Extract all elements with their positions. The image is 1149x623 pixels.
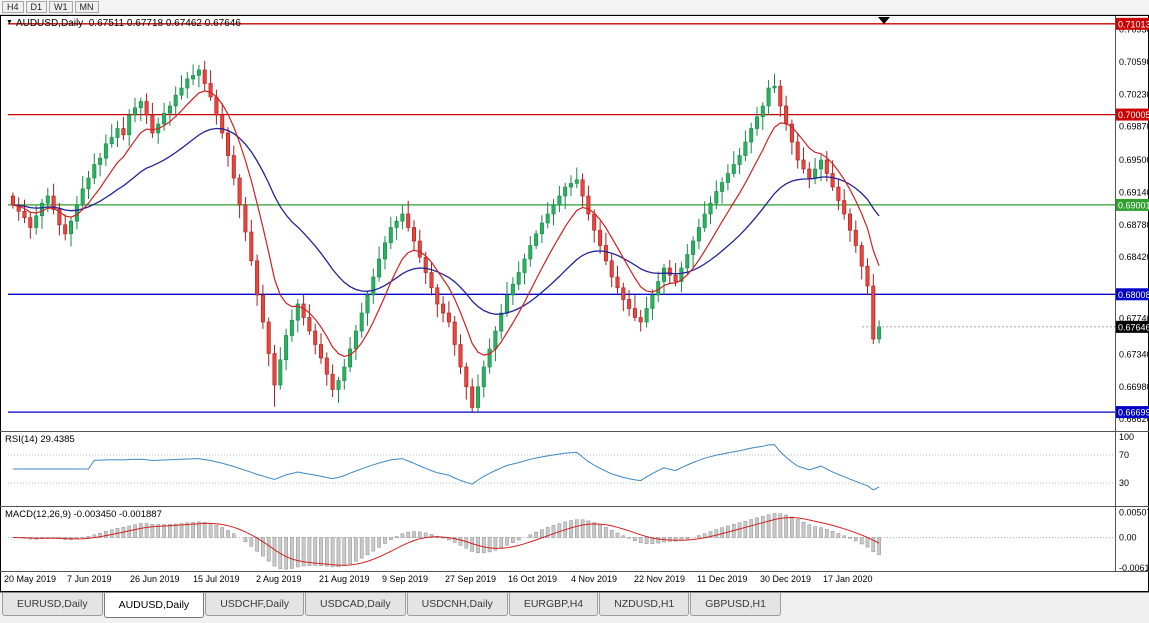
chart-shift-marker-icon[interactable] xyxy=(878,17,890,24)
svg-text:0.70590: 0.70590 xyxy=(1119,57,1149,67)
rsi-indicator-label: RSI(14) 29.4385 xyxy=(5,434,75,445)
tab-usdcad-daily[interactable]: USDCAD,Daily xyxy=(305,593,406,616)
rsi-line xyxy=(12,444,880,491)
svg-text:30: 30 xyxy=(1119,478,1129,488)
svg-text:7 Jun 2019: 7 Jun 2019 xyxy=(67,574,112,584)
svg-text:0.70005: 0.70005 xyxy=(1118,110,1149,120)
candles-group xyxy=(10,60,882,413)
chart-canvas[interactable]: 0.709500.705900.702300.698700.695000.691… xyxy=(0,15,1149,592)
svg-text:0.70230: 0.70230 xyxy=(1119,89,1149,99)
level-line-0.69001[interactable]: 0.69001 xyxy=(8,198,1149,211)
timeframe-toolbar: H4 D1 W1 MN xyxy=(0,0,1149,15)
symbol-tab-bar: EURUSD,Daily AUDUSD,Daily USDCHF,Daily U… xyxy=(0,592,1149,623)
symbol-name: AUDUSD,Daily xyxy=(15,18,84,29)
svg-text:15 Jul 2019: 15 Jul 2019 xyxy=(193,574,240,584)
rsi-pane: 100 70 30 xyxy=(8,432,1134,491)
svg-text:22 Nov 2019: 22 Nov 2019 xyxy=(634,574,685,584)
svg-text:0.66980: 0.66980 xyxy=(1119,382,1149,392)
chart-symbol-label: ▼ AUDUSD,Daily 0.67511 0.67718 0.67462 0.… xyxy=(6,18,241,29)
timeframe-mn-button[interactable]: MN xyxy=(74,1,99,13)
svg-text:0.68008: 0.68008 xyxy=(1118,290,1149,300)
svg-text:0.69500: 0.69500 xyxy=(1119,155,1149,165)
svg-text:9 Sep 2019: 9 Sep 2019 xyxy=(382,574,428,584)
svg-text:0.67646: 0.67646 xyxy=(1118,322,1149,332)
svg-text:0.005076: 0.005076 xyxy=(1119,508,1149,518)
svg-text:30 Dec 2019: 30 Dec 2019 xyxy=(760,574,811,584)
svg-text:0.69870: 0.69870 xyxy=(1119,122,1149,132)
svg-text:0.66699: 0.66699 xyxy=(1118,408,1149,418)
current-price-marker: 0.67646 xyxy=(862,320,1149,333)
svg-text:0.00: 0.00 xyxy=(1119,533,1137,543)
svg-text:16 Oct 2019: 16 Oct 2019 xyxy=(508,574,557,584)
level-line-0.66699[interactable]: 0.66699 xyxy=(8,406,1149,419)
ma-slow-line[interactable] xyxy=(12,127,880,315)
level-line-0.71013[interactable]: 0.71013 xyxy=(8,17,1149,30)
timeframe-w1-button[interactable]: W1 xyxy=(49,1,73,13)
ma-fast-line[interactable] xyxy=(12,90,880,358)
svg-text:11 Dec 2019: 11 Dec 2019 xyxy=(697,574,747,584)
svg-text:20 May 2019: 20 May 2019 xyxy=(4,574,56,584)
level-line-0.68008[interactable]: 0.68008 xyxy=(8,288,1149,301)
svg-text:2 Aug 2019: 2 Aug 2019 xyxy=(256,574,302,584)
svg-text:4 Nov 2019: 4 Nov 2019 xyxy=(571,574,617,584)
price-axis-labels[interactable]: 0.709500.705900.702300.698700.695000.691… xyxy=(1119,25,1149,425)
timeframe-d1-button[interactable]: D1 xyxy=(25,1,48,13)
chart-frame xyxy=(0,15,1149,592)
macd-pane: 0.005076 0.00 -0.006148 xyxy=(8,508,1149,573)
svg-text:17 Jan 2020: 17 Jan 2020 xyxy=(823,574,873,584)
tab-gbpusd-h1[interactable]: GBPUSD,H1 xyxy=(690,593,781,616)
macd-indicator-label: MACD(12,26,9) -0.003450 -0.001887 xyxy=(5,509,162,520)
svg-text:26 Jun 2019: 26 Jun 2019 xyxy=(130,574,180,584)
svg-text:0.69001: 0.69001 xyxy=(1118,200,1149,210)
date-axis-labels[interactable]: 20 May 2019 7 Jun 2019 26 Jun 2019 15 Jul 2… xyxy=(4,574,873,584)
svg-text:0.71013: 0.71013 xyxy=(1118,19,1149,29)
svg-text:0.69140: 0.69140 xyxy=(1119,187,1149,197)
svg-text:0.67740: 0.67740 xyxy=(1119,313,1149,323)
svg-text:70: 70 xyxy=(1119,450,1129,460)
tab-usdcnh-daily[interactable]: USDCNH,Daily xyxy=(406,593,508,616)
tab-eurusd-daily[interactable]: EURUSD,Daily xyxy=(2,593,103,616)
svg-text:21 Aug 2019: 21 Aug 2019 xyxy=(319,574,370,584)
macd-signal-line xyxy=(12,516,880,566)
svg-text:0.68420: 0.68420 xyxy=(1119,252,1149,262)
macd-histogram xyxy=(22,513,881,570)
svg-text:100: 100 xyxy=(1119,432,1134,442)
svg-text:0.68780: 0.68780 xyxy=(1119,220,1149,230)
tab-audusd-daily[interactable]: AUDUSD,Daily xyxy=(103,593,205,618)
svg-text:0.67340: 0.67340 xyxy=(1119,349,1149,359)
svg-text:-0.006148: -0.006148 xyxy=(1119,563,1149,573)
level-line-0.70005[interactable]: 0.70005 xyxy=(8,108,1149,121)
timeframe-h4-button[interactable]: H4 xyxy=(2,1,24,13)
svg-text:27 Sep 2019: 27 Sep 2019 xyxy=(445,574,496,584)
ohlc-values: 0.67511 0.67718 0.67462 0.67646 xyxy=(88,18,241,29)
tab-eurgbp-h4[interactable]: EURGBP,H4 xyxy=(508,593,599,616)
tab-nzdusd-h1[interactable]: NZDUSD,H1 xyxy=(599,593,690,616)
svg-text:0.66620: 0.66620 xyxy=(1119,414,1149,424)
symbol-dropdown-icon[interactable]: ▼ xyxy=(6,19,13,26)
tab-usdchf-daily[interactable]: USDCHF,Daily xyxy=(205,593,305,616)
